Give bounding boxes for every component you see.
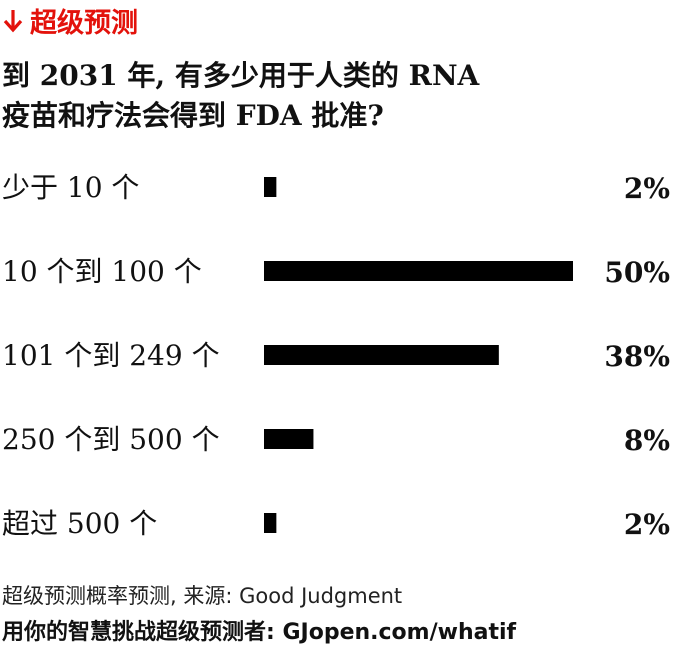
value-label: 38% [604, 340, 670, 373]
bar [264, 177, 277, 197]
bar-chart: 少于 10 个 2% 10 个到 100 个 50% 101 个到 249 个 38% 25… [2, 171, 670, 541]
cta-link[interactable]: 用你的智慧挑战超级预测者: GJopen.com/whatif [2, 620, 517, 645]
value-label: 50% [604, 256, 670, 289]
value-label: 2% [624, 172, 670, 205]
bar [264, 429, 314, 449]
kicker: 超级预测 [2, 0, 138, 40]
kicker-label: 超级预测 [30, 7, 138, 39]
source-note: 超级预测概率预测, 来源: Good Judgment [2, 584, 403, 608]
value-label: 8% [624, 424, 670, 457]
bar [264, 513, 277, 533]
category-label: 101 个到 249 个 [2, 339, 220, 372]
category-label: 少于 10 个 [2, 171, 139, 204]
down-arrow-icon [3, 10, 23, 33]
title-line-1: 到 2031 年, 有多少用于人类的 RNA [2, 59, 480, 92]
category-label: 10 个到 100 个 [2, 255, 202, 288]
category-label: 超过 500 个 [2, 507, 157, 540]
category-label: 250 个到 500 个 [2, 423, 220, 456]
bar [264, 261, 573, 281]
chart-title: 到 2031 年, 有多少用于人类的 RNA 疫苗和疗法会得到 FDA 批准? [2, 56, 672, 136]
value-label: 2% [624, 508, 670, 541]
bar [264, 345, 499, 365]
title-line-2: 疫苗和疗法会得到 FDA 批准? [2, 99, 384, 132]
